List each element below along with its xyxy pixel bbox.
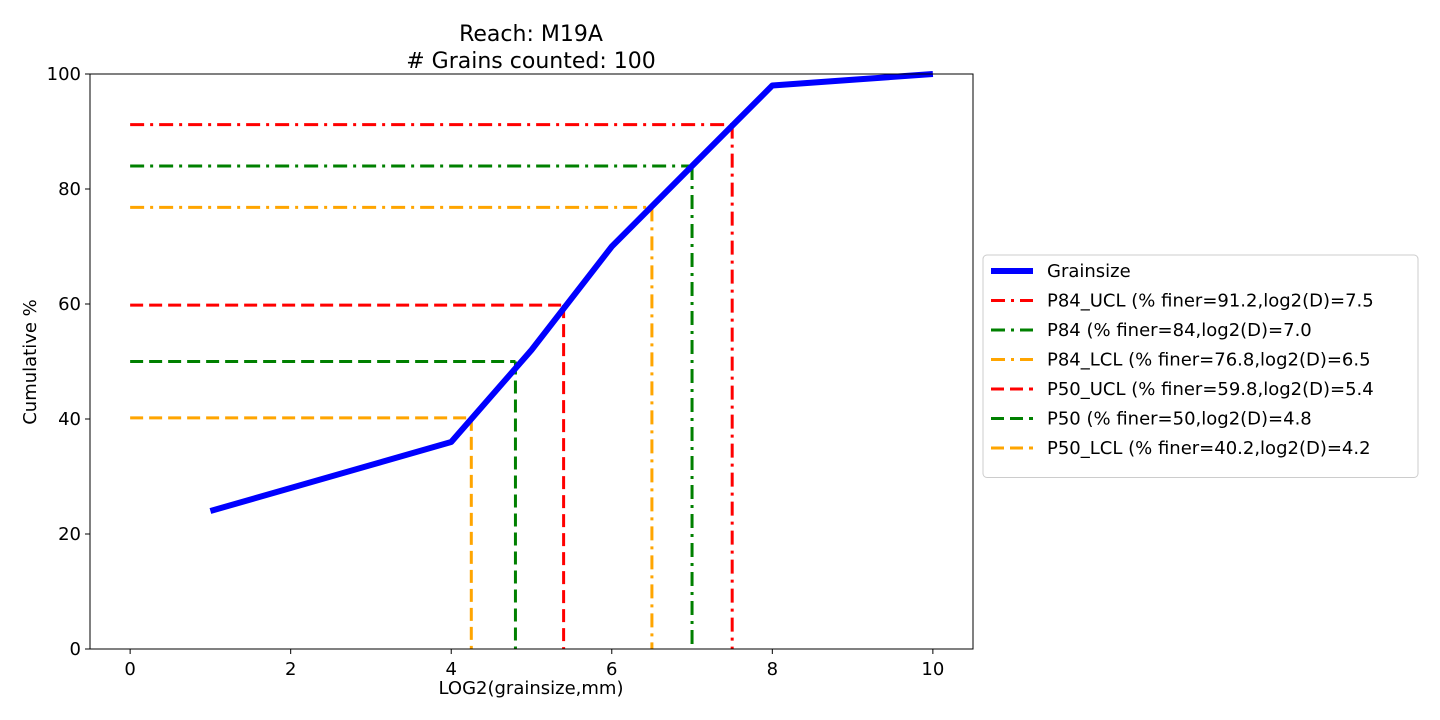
plot-frame [89,73,974,650]
x-tick-label: 4 [446,659,457,680]
chart-subtitle: # Grains counted: 100 [406,49,655,74]
y-axis-label: Cumulative % [20,299,41,425]
x-tick-label: 0 [124,659,135,680]
legend-box [982,254,1419,478]
chart-title: Reach: M19A [459,22,603,47]
y-tick-label: 20 [58,524,81,545]
legend-label: Grainsize [1047,261,1131,282]
legend-label: P84_UCL (% finer=91.2,log2(D)=7.5 [1047,291,1374,312]
x-tick-label: 10 [921,659,944,680]
legend: Grainsize P84_UCL (% finer=91.2,log2(D)=7… [982,254,1419,478]
y-tick-label: 80 [58,179,81,200]
legend-label: P50_LCL (% finer=40.2,log2(D)=4.2 [1047,438,1371,459]
x-axis-label: LOG2(grainsize,mm) [439,678,624,699]
y-tick-label: 60 [58,294,81,315]
y-tick-label: 40 [58,409,81,430]
legend-label: P84 (% finer=84,log2(D)=7.0 [1047,320,1312,341]
series-line-0 [209,71,934,514]
plot-area [130,71,934,649]
y-tick-label: 0 [70,639,81,660]
legend-label: P50_UCL (% finer=59.8,log2(D)=5.4 [1047,379,1374,400]
legend-label: P84_LCL (% finer=76.8,log2(D)=6.5 [1047,350,1371,371]
legend-label: P50 (% finer=50,log2(D)=4.8 [1047,409,1312,430]
x-tick-label: 8 [767,659,778,680]
y-tick-label: 100 [47,64,81,85]
x-tick-label: 2 [285,659,296,680]
x-tick-label: 6 [606,659,617,680]
